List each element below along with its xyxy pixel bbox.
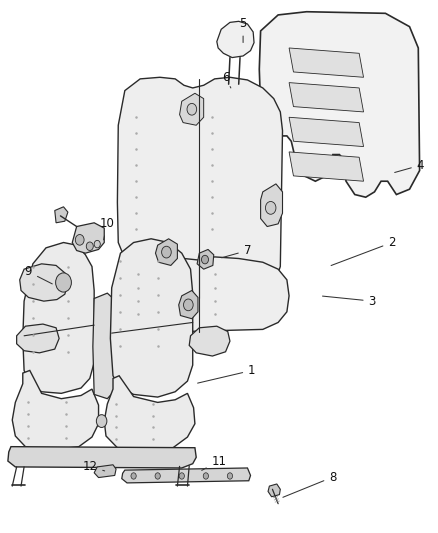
Polygon shape xyxy=(17,324,59,353)
Text: 7: 7 xyxy=(222,244,251,258)
Text: 5: 5 xyxy=(240,18,247,43)
Polygon shape xyxy=(8,447,196,468)
Polygon shape xyxy=(261,184,283,227)
Polygon shape xyxy=(20,264,68,301)
Circle shape xyxy=(201,255,208,264)
Circle shape xyxy=(131,473,136,479)
Polygon shape xyxy=(289,48,364,77)
Polygon shape xyxy=(23,243,94,393)
Polygon shape xyxy=(110,239,193,397)
Polygon shape xyxy=(259,12,420,197)
Polygon shape xyxy=(117,77,283,301)
Polygon shape xyxy=(197,249,214,269)
Text: 2: 2 xyxy=(331,236,396,265)
Polygon shape xyxy=(268,484,280,497)
Polygon shape xyxy=(289,117,364,147)
Polygon shape xyxy=(289,83,364,112)
Circle shape xyxy=(265,201,276,214)
Polygon shape xyxy=(180,93,204,125)
Polygon shape xyxy=(104,376,195,452)
Circle shape xyxy=(227,473,233,479)
Polygon shape xyxy=(155,239,177,265)
Polygon shape xyxy=(94,465,116,478)
Polygon shape xyxy=(55,207,68,223)
Text: 10: 10 xyxy=(100,217,115,240)
Text: 4: 4 xyxy=(395,159,424,173)
Circle shape xyxy=(162,246,171,258)
Text: 9: 9 xyxy=(25,265,52,284)
Circle shape xyxy=(184,299,193,311)
Polygon shape xyxy=(12,370,99,450)
Circle shape xyxy=(56,273,71,292)
Polygon shape xyxy=(117,257,289,332)
Circle shape xyxy=(155,473,160,479)
Polygon shape xyxy=(289,152,364,181)
Text: 8: 8 xyxy=(283,471,336,497)
Text: 3: 3 xyxy=(322,295,376,308)
Circle shape xyxy=(187,103,197,115)
Polygon shape xyxy=(179,290,198,319)
Polygon shape xyxy=(122,468,251,483)
Polygon shape xyxy=(217,21,254,58)
Text: 12: 12 xyxy=(82,460,105,473)
Text: 6: 6 xyxy=(222,71,231,88)
Circle shape xyxy=(203,473,208,479)
Circle shape xyxy=(86,242,93,251)
Text: 1: 1 xyxy=(198,364,256,383)
Polygon shape xyxy=(231,84,237,88)
Polygon shape xyxy=(72,223,104,253)
Circle shape xyxy=(75,235,84,245)
Text: 11: 11 xyxy=(202,455,226,471)
Polygon shape xyxy=(93,293,116,399)
Circle shape xyxy=(94,240,100,248)
Circle shape xyxy=(96,415,107,427)
Circle shape xyxy=(179,473,184,479)
Polygon shape xyxy=(189,326,230,356)
